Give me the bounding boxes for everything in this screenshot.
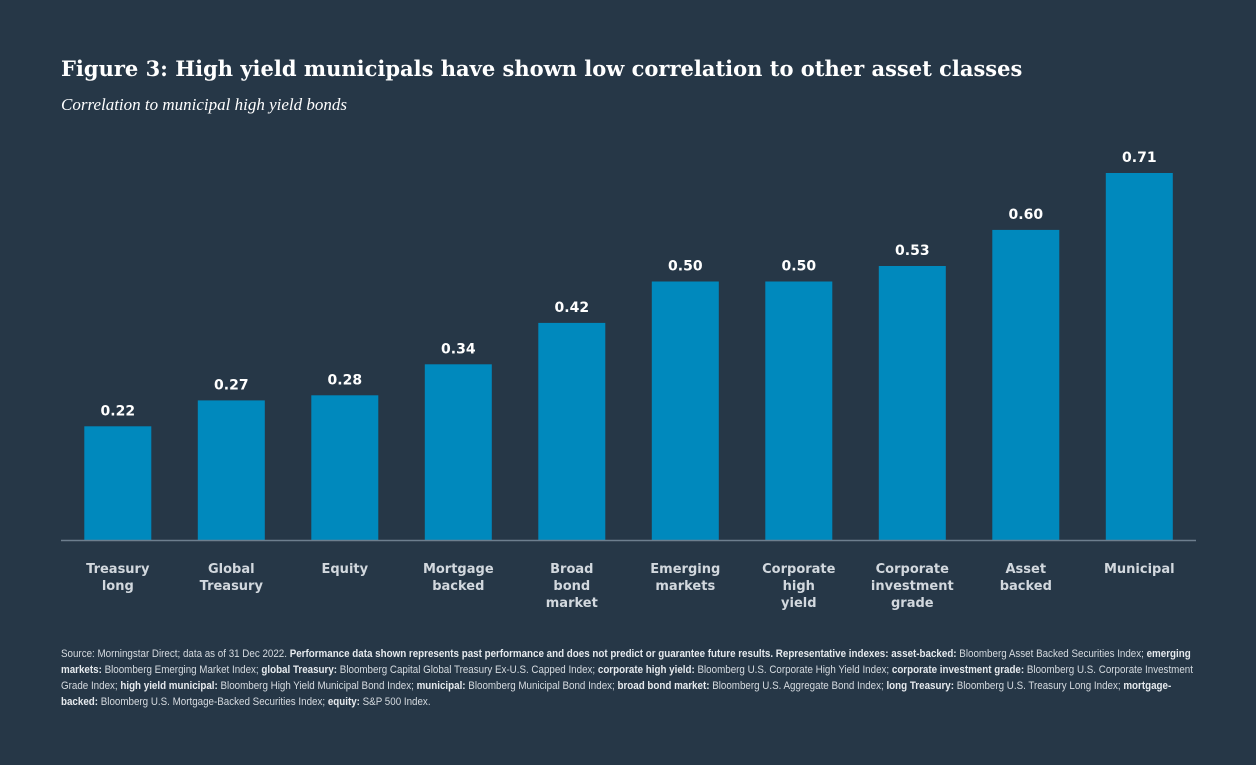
bar-2	[311, 395, 379, 540]
chart-title: Figure 3: High yield municipals have sho…	[61, 56, 1023, 81]
footnote-segment-1: Performance data shown represents past p…	[289, 648, 957, 660]
bar-5	[651, 281, 719, 540]
category-label-4: Broad bond market	[546, 562, 598, 611]
footnote-segment-7: corporate high yield:	[597, 664, 695, 676]
category-label-0: Treasury long	[86, 562, 150, 594]
category-label-3: Mortgage backed	[423, 562, 494, 594]
footnote-segment-2: Bloomberg Asset Backed Securities Index;	[956, 648, 1147, 660]
value-label-1: 0.27	[214, 377, 249, 393]
footnote-segment-9: corporate investment grade:	[891, 664, 1025, 676]
bar-0	[84, 426, 152, 540]
footnote-segment-17: long Treasury:	[886, 680, 954, 692]
footnote-segment-15: broad bond market:	[617, 680, 710, 692]
bar-9	[1105, 173, 1173, 540]
footnote-segment-21: equity:	[327, 696, 360, 708]
category-label-2: Equity	[322, 562, 369, 577]
footnote-segment-20: Bloomberg U.S. Mortgage-Backed Securitie…	[98, 696, 328, 708]
footnote-segment-0: Source: Morningstar Direct; data as of 3…	[61, 648, 290, 660]
value-label-0: 0.22	[101, 403, 136, 419]
source-footnote: Source: Morningstar Direct; data as of 3…	[61, 646, 1196, 710]
bar-6	[765, 281, 833, 540]
bar-1	[197, 400, 265, 540]
footnote-segment-13: municipal:	[416, 680, 466, 692]
value-label-5: 0.50	[668, 259, 703, 275]
value-label-7: 0.53	[895, 243, 930, 259]
footnote-segment-18: Bloomberg U.S. Treasury Long Index;	[953, 680, 1124, 692]
bar-4	[538, 322, 606, 540]
category-label-6: Corporate high yield	[762, 562, 836, 611]
footnote-segment-12: Bloomberg High Yield Municipal Bond Inde…	[217, 680, 417, 692]
bar-3	[424, 364, 492, 540]
chart-subtitle: Correlation to municipal high yield bond…	[61, 95, 347, 114]
value-label-3: 0.34	[441, 341, 476, 357]
category-label-1: Global Treasury	[200, 562, 264, 594]
category-label-5: Emerging markets	[650, 562, 720, 594]
value-label-9: 0.71	[1122, 150, 1157, 166]
footnote-segment-4: Bloomberg Emerging Market Index;	[101, 664, 262, 676]
value-label-6: 0.50	[782, 259, 817, 275]
category-label-9: Municipal	[1104, 562, 1175, 577]
footnote-segment-8: Bloomberg U.S. Corporate High Yield Inde…	[694, 664, 892, 676]
footnote-segment-11: high yield municipal:	[120, 680, 218, 692]
footnote-segment-3: emerging markets:	[61, 648, 1191, 676]
footnote-segment-14: Bloomberg Municipal Bond Index;	[465, 680, 618, 692]
footnote-segment-5: global Treasury:	[261, 664, 338, 676]
category-label-7: Corporate investment grade	[871, 562, 954, 611]
footnote-segment-10: Bloomberg U.S. Corporate Investment Grad…	[61, 664, 1193, 692]
value-label-8: 0.60	[1009, 207, 1044, 223]
category-label-8: Asset backed	[1000, 562, 1052, 594]
bar-7	[878, 266, 946, 540]
bar-8	[992, 229, 1060, 540]
bar-chart: 0.22 Treasury long 0.27 Global Treasury 0.28 Eq…	[61, 150, 1196, 611]
value-label-4: 0.42	[555, 300, 590, 316]
value-label-2: 0.28	[328, 372, 363, 388]
footnote-segment-6: Bloomberg Capital Global Treasury Ex-U.S…	[337, 664, 598, 676]
footnote-segment-16: Bloomberg U.S. Aggregate Bond Index;	[709, 680, 887, 692]
footnote-segment-19: mortgage-backed:	[61, 680, 1172, 708]
footnote-segment-22: S&P 500 Index.	[359, 696, 431, 708]
